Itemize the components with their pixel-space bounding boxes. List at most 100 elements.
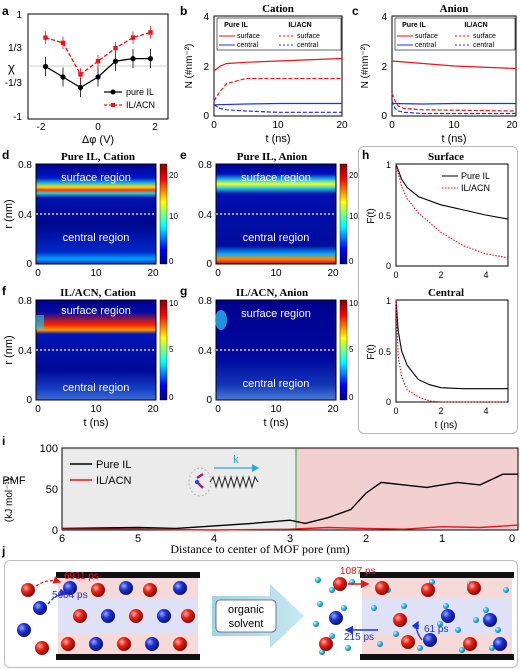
panel-e-ytick: 0.8 <box>198 160 212 171</box>
panel-i-ytick: 0 <box>52 525 58 537</box>
panel-e-cbar-tick: 0 <box>349 257 354 266</box>
panel-h-chart: Surface Pure IL IL/ACN 1 0.5 0 F(t) 0 2 … <box>366 151 509 431</box>
panel-b-series-2 <box>213 102 342 106</box>
panel-label-d: d <box>2 148 10 162</box>
panel-c-legend: Pure IL IL/ACN surface surface central c… <box>394 17 516 51</box>
panel-b-series-1 <box>213 57 343 72</box>
panel-g-cbar-tick: 0 <box>349 393 354 402</box>
panel-label-i: i <box>2 434 6 448</box>
panel-a-legend: pure IL IL/ACN <box>104 87 155 110</box>
panel-c-xtick: 20 <box>506 120 518 131</box>
panel-label-a: a <box>2 4 9 18</box>
panel-c-xtick: 0 <box>389 120 395 131</box>
panel-h-bottom-frame <box>395 299 509 403</box>
panel-f-title: IL/ACN, Cation <box>60 287 136 299</box>
panel-i-ytick: 100 <box>40 443 58 455</box>
panel-j-box <box>4 560 518 668</box>
panel-i-xtick: 1 <box>439 533 445 545</box>
panel-d-xtick: 10 <box>90 268 102 279</box>
svg-text:IL/ACN: IL/ACN <box>461 183 490 193</box>
panel-f-xtick: 20 <box>147 404 159 415</box>
panel-h-top-ylabel: F(t) <box>366 208 377 224</box>
panel-c-series-1 <box>391 60 517 70</box>
panel-i-xtick: 4 <box>211 533 217 545</box>
panel-g-cbar-tick: 10 <box>349 299 358 308</box>
svg-text:central: central <box>473 42 494 49</box>
panel-h-box <box>358 146 518 434</box>
panel-h-top-frame <box>395 163 509 267</box>
panel-f-colorbar <box>159 299 168 401</box>
svg-text:IL/ACN: IL/ACN <box>288 22 311 29</box>
svg-text:central: central <box>415 42 436 49</box>
panel-c-xlabel: t (ns) <box>441 133 466 145</box>
panel-c-chart: Anion Pure IL IL/ACN surface surface cen… <box>360 3 518 145</box>
left-pore-diagram: 6911 ps 5684 ps <box>10 571 200 660</box>
panel-g-central-label: central region <box>243 378 310 390</box>
panel-h-xtick: 4 <box>483 270 488 280</box>
panel-c-series-2 <box>391 102 516 105</box>
panel-b-title: Cation <box>262 3 294 15</box>
panel-a-xtick: 0 <box>95 122 101 133</box>
panel-h-bottom-ylabel: F(t) <box>366 344 377 360</box>
panel-g-xtick: 0 <box>215 404 221 415</box>
panel-g-ytick: 0 <box>206 395 212 406</box>
panel-d-ytick: 0 <box>26 259 32 270</box>
arrow-text-1: organic <box>228 604 265 616</box>
panel-label-c: c <box>352 4 359 18</box>
panel-label-e: e <box>180 148 187 162</box>
panel-h-xtick: 2 <box>438 406 443 416</box>
svg-text:IL/ACN: IL/ACN <box>96 475 132 487</box>
panel-a-xtick: -2 <box>37 122 46 133</box>
panel-c-ytick: 0 <box>381 111 387 122</box>
panel-g-surface-label: surface region <box>241 308 311 320</box>
panel-g-ytick: 0.4 <box>198 346 212 357</box>
panel-f-cbar-tick: 0 <box>169 393 174 402</box>
panel-g-ytick: 0.8 <box>198 296 212 307</box>
panel-i-gray-region <box>62 448 296 530</box>
svg-text:surface: surface <box>297 33 320 40</box>
svg-text:central: central <box>237 42 258 49</box>
panel-i-chart: Pure IL IL/ACN k 100 50 0 PMF (kJ mol⁻¹)… <box>2 443 519 545</box>
panel-f-xtick: 10 <box>90 404 102 415</box>
panel-c-ytick: 4 <box>381 12 387 23</box>
panel-g-xtick: 20 <box>327 404 339 415</box>
panel-j-schematic: 6911 ps 5684 ps organic solvent <box>10 566 514 660</box>
panel-h-bottom-series-1 <box>395 299 508 390</box>
panel-h-top-title: Surface <box>428 151 464 163</box>
panel-a-legend-acn: IL/ACN <box>126 100 155 110</box>
panel-d-ytick: 0.4 <box>18 210 32 221</box>
panel-a-ytick: 1 <box>16 10 22 21</box>
panel-f-early-band <box>36 315 44 329</box>
panel-label-h: h <box>362 148 370 162</box>
panel-a-chart: 1 1/3 -1/3 -1 χ -2 0 2 Δφ (V) pure IL IL… <box>5 10 169 146</box>
panel-i-ytick: 50 <box>46 484 58 496</box>
panel-b-ytick: 4 <box>203 12 209 23</box>
panel-label-j: j <box>2 544 6 558</box>
panel-b-xtick: 0 <box>211 120 217 131</box>
panel-f-heatmap: IL/ACN, Cation surface region central re… <box>3 287 178 429</box>
panel-h-top-series-1 <box>395 163 509 220</box>
panel-a-ytick: -1/3 <box>5 78 23 89</box>
panel-e-heatmap: Pure IL, Anion surface region central re… <box>198 151 358 279</box>
panel-h-xtick: 4 <box>483 406 488 416</box>
panel-h-xtick: 2 <box>438 270 443 280</box>
panel-e-ytick: 0.4 <box>198 210 212 221</box>
panel-f-ytick: 0.4 <box>18 346 32 357</box>
panel-h-ytick: 0.5 <box>378 211 391 221</box>
panel-h-xtick: 0 <box>393 406 398 416</box>
panel-d-colorbar <box>159 163 168 265</box>
panel-f-ytick: 0 <box>26 395 32 406</box>
panel-c-title: Anion <box>440 3 469 15</box>
panel-b-chart: Cation Pure IL IL/ACN surface surface ce… <box>184 3 348 145</box>
panel-i-series-1 <box>61 473 518 530</box>
panel-i-legend: Pure IL IL/ACN <box>70 459 132 487</box>
panel-d-ylabel: r (nm) <box>3 199 15 228</box>
right-anion-time-surface: 61 ps <box>424 624 448 635</box>
svg-text:Pure IL: Pure IL <box>224 22 248 29</box>
panel-i-series-2 <box>62 524 519 531</box>
left-cation-time: 6911 ps <box>64 571 99 582</box>
panel-b-series-4 <box>213 104 342 113</box>
panel-h-xtick: 0 <box>393 270 398 280</box>
panel-g-heatmap: IL/ACN, Anion surface region central reg… <box>198 287 358 429</box>
panel-g-colorbar <box>339 299 348 401</box>
